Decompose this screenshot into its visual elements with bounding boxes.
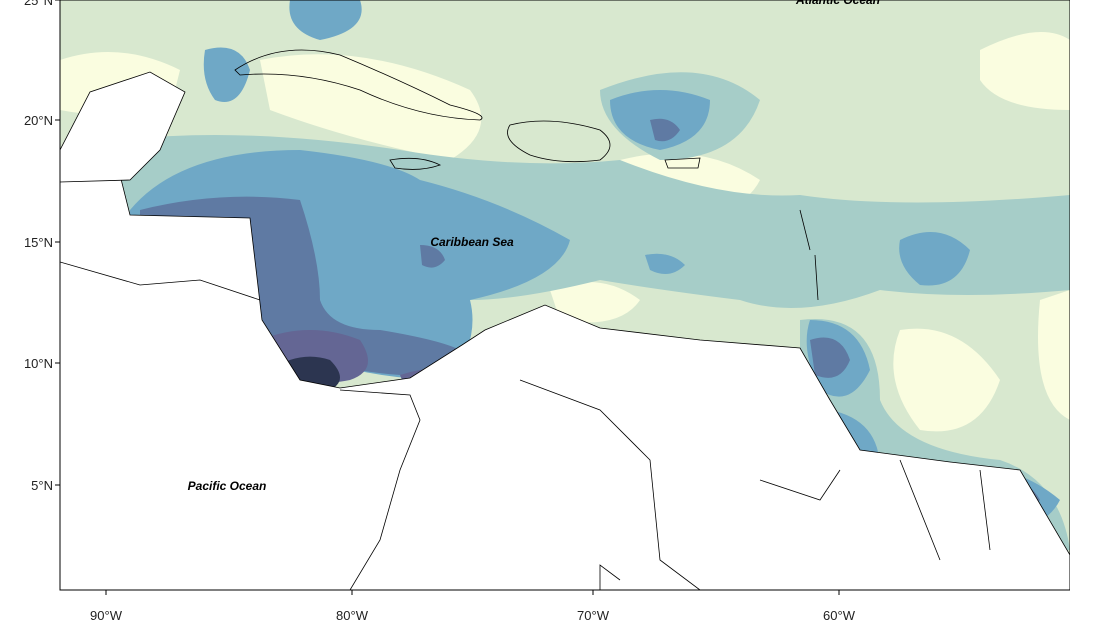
lon-label: 90°W [90, 608, 123, 623]
lon-label: 80°W [336, 608, 369, 623]
ocean-label: Pacific Ocean [188, 479, 267, 493]
contour-higher [140, 118, 1040, 514]
lon-label: 70°W [577, 608, 610, 623]
lat-label: 5°N [31, 478, 53, 493]
lon-label: 60°W [823, 608, 856, 623]
contour-highest [260, 330, 1035, 512]
labels: 25°N 20°N 15°N 10°N 5°N 90°W 80°W 70°W 60°W Atlan… [24, 0, 880, 623]
ocean-label: Caribbean Sea [430, 235, 514, 249]
islands [234, 49, 819, 301]
land [60, 174, 1070, 590]
lat-label: 15°N [24, 235, 53, 250]
lat-label: 20°N [24, 113, 53, 128]
yucatan [60, 71, 186, 183]
lat-label: 25°N [24, 0, 53, 8]
lat-label: 10°N [24, 356, 53, 371]
borders [60, 261, 991, 590]
ocean-label: Atlantic Ocean [795, 0, 880, 7]
margin [1070, 0, 1100, 630]
contour-field [60, 0, 1070, 590]
contour-peak [270, 356, 450, 405]
